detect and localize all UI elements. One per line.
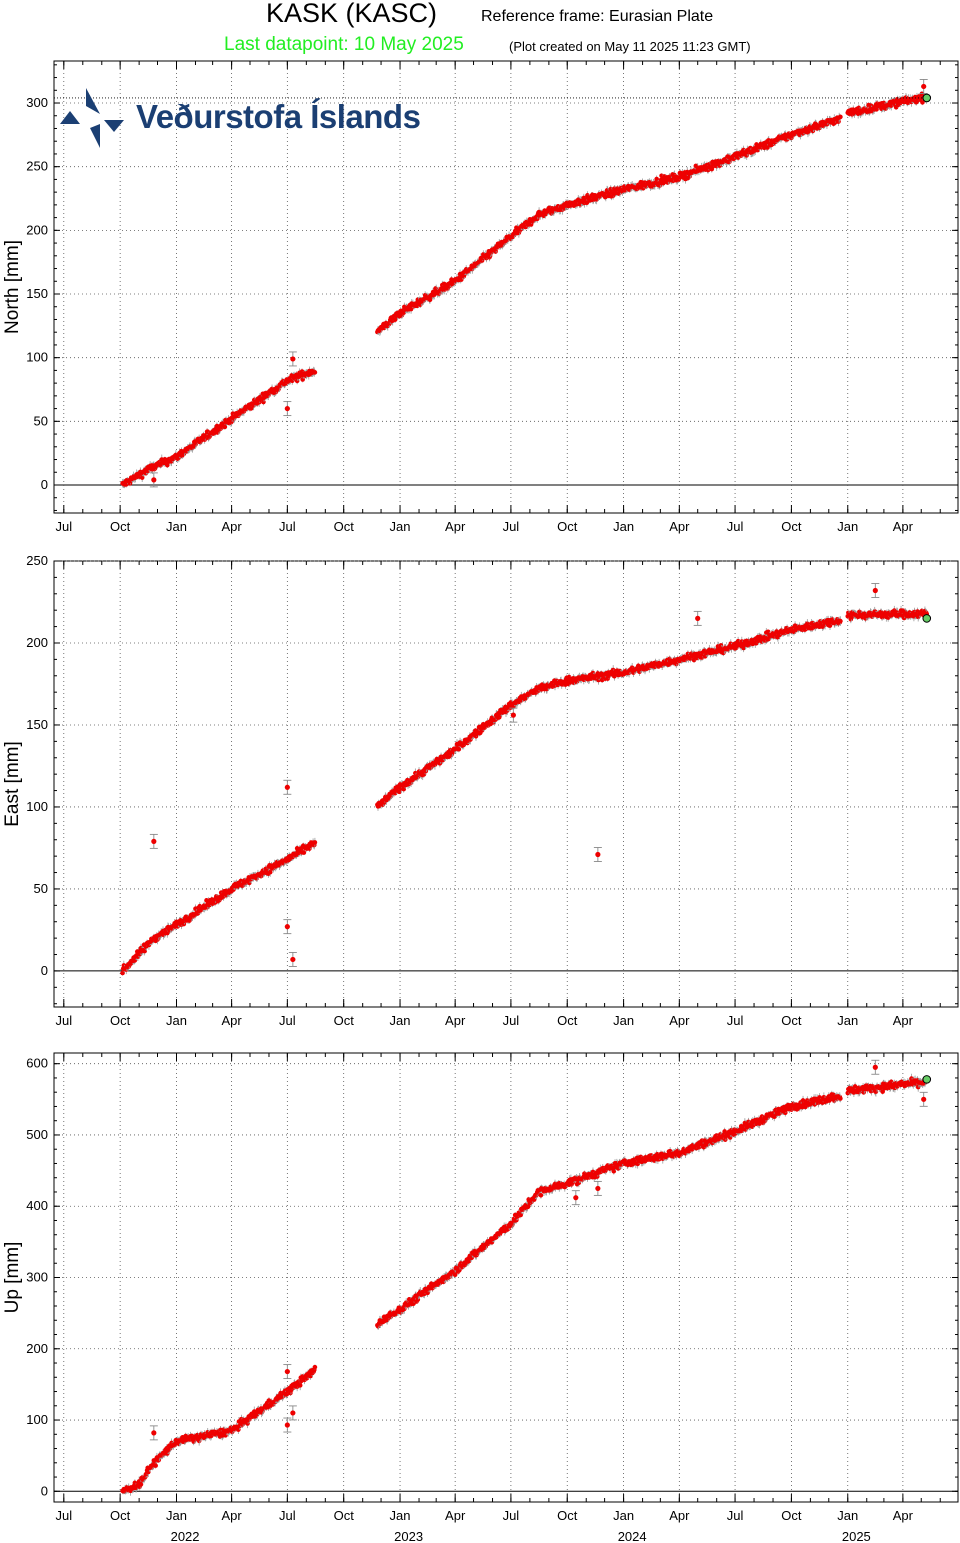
x-tick-label: Apr [221,1013,242,1028]
x-tick-label: Oct [110,519,131,534]
x-tick-label: Oct [334,1013,355,1028]
data-point [654,176,659,182]
data-series-east [120,583,930,976]
y-tick-label: 100 [26,799,48,814]
data-point [838,114,843,120]
data-point [261,399,266,405]
data-point [868,103,874,108]
x-tick-label: Oct [557,519,578,534]
x-tick-label: Jan [166,519,187,534]
data-point [456,746,462,752]
x-tick-label: Jan [613,519,634,534]
data-point [300,377,305,382]
y-tick-label: 250 [26,159,48,174]
outlier-point [151,477,157,483]
x-tick-label: Oct [781,519,802,534]
data-point [142,948,147,954]
x-tick-label: Jul [55,519,72,534]
x-tick-label: Jul [279,519,296,534]
x-tick-label: Jan [613,1013,634,1028]
outlier-point [284,405,290,412]
x-tick-label: Jan [837,519,858,534]
data-series-north [120,79,930,489]
x-tick-label: Apr [669,519,690,534]
x-tick-label: Jan [390,1013,411,1028]
x-tick-label: Apr [893,519,914,534]
y-axis-label: North [mm] [2,240,23,334]
station-title: KASK (KASC) [266,0,438,28]
data-point [301,850,307,855]
y-tick-label: 200 [26,635,48,650]
data-point [920,100,925,105]
x-tick-label: Jul [279,1013,296,1028]
y-tick-label: 0 [41,963,48,978]
panel-east: 0 50 100 150 200 250 Jul Oct Jan Apr Jul Oct Jan Apr J… [2,553,959,1028]
x-tick-label: Apr [445,1013,466,1028]
x-tick-label: Apr [893,1013,914,1028]
x-tick-label: Oct [557,1013,578,1028]
last-datapoint-label: Last datapoint: 10 May 2025 [224,34,464,55]
y-tick-label: 150 [26,717,48,732]
y-tick-label: 100 [26,350,48,365]
y-axis-label: East [mm] [2,741,23,827]
data-point [248,406,254,411]
data-point [765,145,770,150]
x-tick-label: Oct [781,1013,802,1028]
data-point [312,370,318,375]
y-tick-label: 150 [26,286,48,301]
x-tick-label: Oct [110,1013,131,1028]
data-point [222,424,228,430]
plot-header: KASK (KASC) Reference frame: Eurasian Pl… [0,0,960,56]
x-tick-label: Jul [503,519,520,534]
x-tick-label: Apr [221,519,242,534]
data-point [165,462,170,468]
outlier-point [290,356,296,362]
x-tick-label: Jul [55,1013,72,1028]
x-tick-label: Jan [166,1013,187,1028]
x-tick-label: Oct [334,519,355,534]
x-tick-label: Jan [390,519,411,534]
reference-frame-label: Reference frame: Eurasian Plate [481,8,714,25]
x-tick-label: Jul [727,519,744,534]
x-tick-label: Jul [727,1013,744,1028]
y-tick-label: 0 [41,477,48,492]
data-point [392,317,398,322]
y-tick-label: 50 [34,413,48,428]
y-tick-label: 200 [26,222,48,237]
panel-frame [53,60,959,514]
data-point [534,216,540,222]
data-point [312,840,318,845]
y-tick-label: 250 [26,553,48,568]
data-point [294,378,300,384]
y-tick-label: 50 [34,881,48,896]
y-tick-label: 300 [26,95,48,110]
data-point [120,970,125,976]
plot-created-label: (Plot created on May 11 2025 11:23 GMT) [509,39,751,54]
x-tick-label: Jul [503,1013,520,1028]
x-tick-label: Jan [837,1013,858,1028]
data-point [139,475,145,480]
x-tick-label: Apr [445,519,466,534]
last-datapoint-marker [922,93,932,103]
outlier-point [921,83,927,90]
panel-north: 0 50 100 150 200 250 300 Jul Oct Jan Apr Jul Oct Jan A… [2,60,959,534]
x-tick-label: Apr [669,1013,690,1028]
data-point [717,163,723,168]
